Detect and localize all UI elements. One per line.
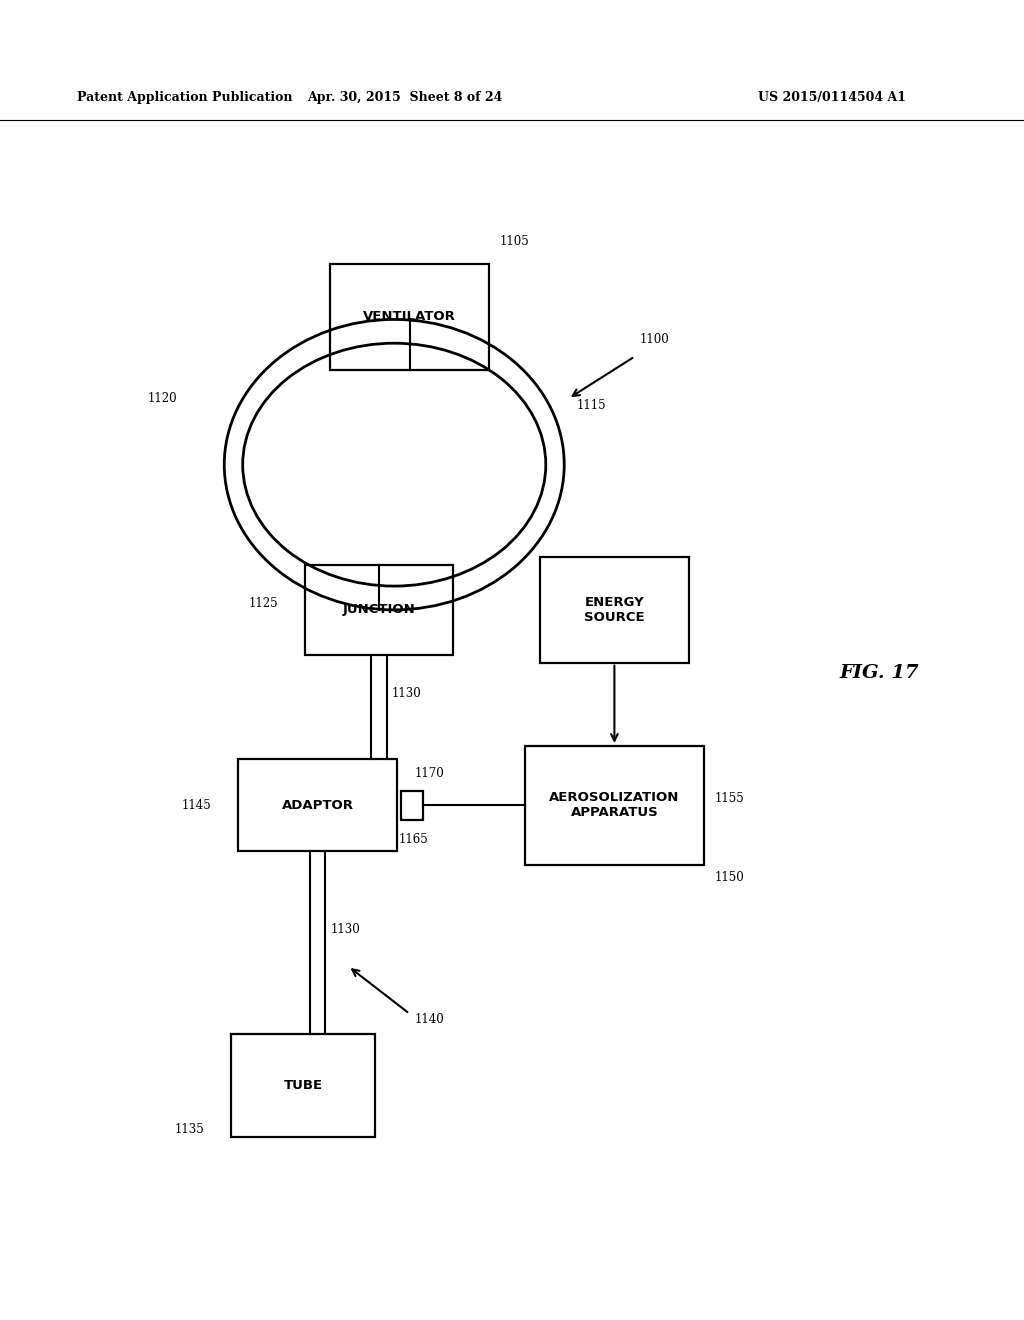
Bar	[401, 791, 424, 820]
Bar	[524, 746, 705, 865]
Bar	[305, 565, 453, 655]
Text: VENTILATOR: VENTILATOR	[364, 310, 456, 323]
Text: 1100: 1100	[640, 333, 670, 346]
Text: 1120: 1120	[147, 392, 177, 405]
Text: FIG. 17: FIG. 17	[840, 664, 920, 682]
Text: 1165: 1165	[399, 833, 429, 846]
Bar	[231, 1034, 375, 1137]
Text: AEROSOLIZATION
APPARATUS: AEROSOLIZATION APPARATUS	[549, 791, 680, 820]
Text: 1140: 1140	[415, 1012, 444, 1026]
Bar	[330, 264, 489, 370]
Text: ENERGY
SOURCE: ENERGY SOURCE	[584, 595, 645, 624]
Bar	[238, 759, 396, 851]
Text: 1130: 1130	[391, 688, 422, 700]
Text: US 2015/0114504 A1: US 2015/0114504 A1	[758, 91, 906, 104]
Text: 1125: 1125	[248, 597, 278, 610]
Text: JUNCTION: JUNCTION	[342, 603, 416, 616]
Text: 1145: 1145	[182, 799, 212, 812]
Text: TUBE: TUBE	[284, 1078, 323, 1092]
Text: Apr. 30, 2015  Sheet 8 of 24: Apr. 30, 2015 Sheet 8 of 24	[307, 91, 502, 104]
Text: ADAPTOR: ADAPTOR	[282, 799, 353, 812]
Text: 1150: 1150	[715, 871, 744, 884]
Text: 1115: 1115	[577, 399, 606, 412]
Text: 1105: 1105	[500, 235, 529, 248]
Text: 1155: 1155	[715, 792, 744, 805]
Text: 1135: 1135	[175, 1123, 205, 1137]
Text: 1130: 1130	[330, 923, 360, 936]
Text: 1170: 1170	[414, 767, 444, 780]
Text: Patent Application Publication: Patent Application Publication	[77, 91, 292, 104]
Bar	[541, 557, 688, 663]
